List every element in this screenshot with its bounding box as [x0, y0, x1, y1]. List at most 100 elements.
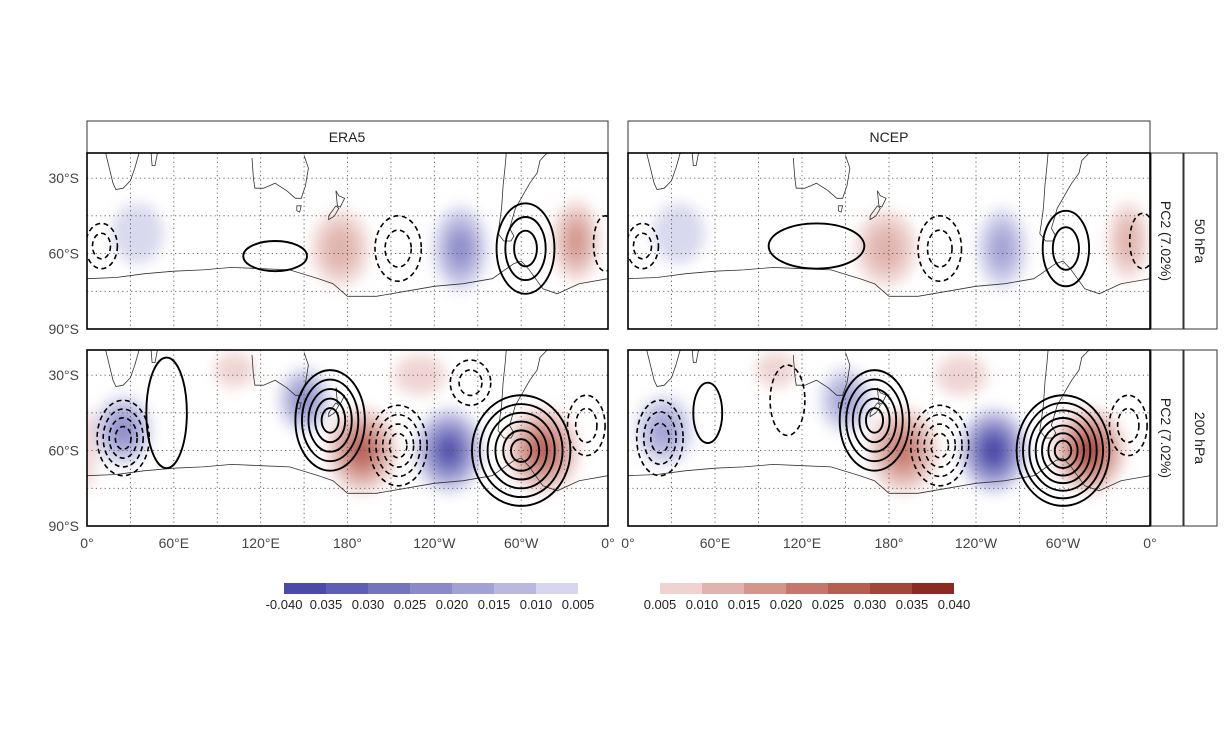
contours — [87, 202, 608, 295]
positive-contour — [1034, 417, 1092, 485]
gridlines — [87, 153, 608, 329]
positive-contour — [301, 378, 360, 463]
positive-contour — [1041, 209, 1091, 288]
anomaly-blob — [393, 355, 446, 396]
coastline — [1039, 153, 1090, 242]
panel-era5-200hpa — [86, 349, 609, 527]
coastline — [869, 402, 881, 418]
negative-contour — [635, 399, 684, 477]
panel-ncep-50hpa — [627, 152, 1151, 330]
coastlines — [628, 153, 1150, 297]
positive-contour — [314, 397, 347, 444]
anomaly-blob — [322, 225, 358, 272]
negative-contour — [916, 413, 963, 478]
colorbar-label-positive: 0.015 — [728, 597, 761, 612]
positive-contour — [1041, 424, 1085, 477]
coastline — [646, 153, 681, 190]
positive-contour — [495, 202, 556, 295]
coastlines — [87, 153, 608, 297]
coastline — [296, 205, 302, 213]
anomaly-blob — [352, 438, 372, 463]
strip-era5 — [86, 120, 609, 154]
colorbar-label-negative: 0.010 — [520, 597, 553, 612]
negative-contour — [458, 369, 483, 397]
colorbar-label-positive: 0.035 — [896, 597, 929, 612]
colorbar-swatch-negative — [326, 583, 368, 594]
colorbar-label-positive: 0.040 — [938, 597, 971, 612]
contours — [96, 356, 606, 507]
negative-contour — [102, 408, 144, 468]
x-tick-label: 120°E — [783, 535, 821, 551]
positive-contour — [865, 407, 884, 434]
gridlines — [628, 350, 1150, 526]
strip-label-era5: ERA5 — [329, 129, 366, 145]
coastline — [691, 153, 699, 166]
negative-contour — [926, 229, 953, 268]
positive-contour — [1051, 226, 1080, 271]
anomaly-blob — [566, 223, 587, 259]
x-tick-label: 0° — [601, 535, 614, 551]
row-label-200hpa: 200 hPa — [1192, 412, 1208, 464]
y-tick-label: 30°S — [48, 367, 79, 383]
colorbar-swatch-positive — [744, 583, 786, 594]
positive-contour — [1022, 401, 1104, 500]
positive-contour — [851, 388, 898, 453]
coastline — [328, 402, 340, 418]
negative-contour — [87, 222, 119, 270]
x-tick-label: 0° — [80, 535, 93, 551]
positive-contour — [510, 438, 533, 463]
coastline — [87, 260, 608, 297]
shading — [652, 203, 1149, 289]
positive-contour — [502, 429, 541, 472]
negative-contour — [449, 359, 492, 407]
panel-frame — [627, 152, 1151, 330]
colorbar-swatch-positive — [912, 583, 954, 594]
anomaly-blob — [111, 203, 164, 264]
positive-contour — [320, 407, 340, 434]
negative-contour — [642, 410, 677, 466]
anomaly-blob — [451, 234, 470, 263]
panel-frame — [86, 349, 609, 527]
y-tick-label: 90°S — [48, 321, 79, 337]
positive-contour — [242, 240, 308, 273]
strip-pc-bottom — [1150, 349, 1184, 527]
colorbar-label-positive: 0.020 — [770, 597, 803, 612]
anomaly-blob — [214, 352, 255, 388]
negative-contour — [1116, 407, 1140, 444]
colorbar-label-negative: 0.030 — [352, 597, 385, 612]
colorbar-swatch-positive — [828, 583, 870, 594]
positive-contour — [1015, 394, 1111, 507]
negative-contour — [917, 215, 963, 283]
coastline — [87, 457, 608, 494]
coastline — [150, 350, 158, 363]
strip-label-ncep: NCEP — [870, 129, 909, 145]
negative-contour — [374, 215, 423, 283]
coastline — [877, 190, 887, 208]
positive-contour — [513, 229, 538, 268]
positive-contour — [471, 394, 572, 507]
negative-contour — [930, 432, 950, 459]
colorbar-swatch-positive — [786, 583, 828, 594]
panel-ncep-200hpa — [627, 349, 1151, 527]
coastline — [837, 205, 844, 213]
anomaly-blob — [87, 410, 96, 491]
panel-frame — [86, 152, 609, 330]
colorbar-label-negative: -0.040 — [266, 597, 303, 612]
negative-contour — [909, 404, 970, 487]
colorbar-label-positive: 0.030 — [854, 597, 887, 612]
coastline — [628, 260, 1150, 297]
positive-contour — [838, 369, 911, 472]
strip-ncep — [627, 120, 1151, 154]
coastline — [105, 350, 140, 387]
positive-contour — [478, 403, 564, 499]
strip-level-50 — [1183, 152, 1218, 330]
strip-level-200 — [1183, 349, 1218, 527]
coastline — [628, 457, 1150, 494]
coastline — [646, 350, 681, 387]
positive-contour — [1053, 439, 1073, 462]
colorbar-swatch-negative — [410, 583, 452, 594]
colorbar-label-negative: 0.015 — [478, 597, 511, 612]
coastlines — [87, 350, 608, 494]
anomaly-blob — [755, 352, 797, 388]
